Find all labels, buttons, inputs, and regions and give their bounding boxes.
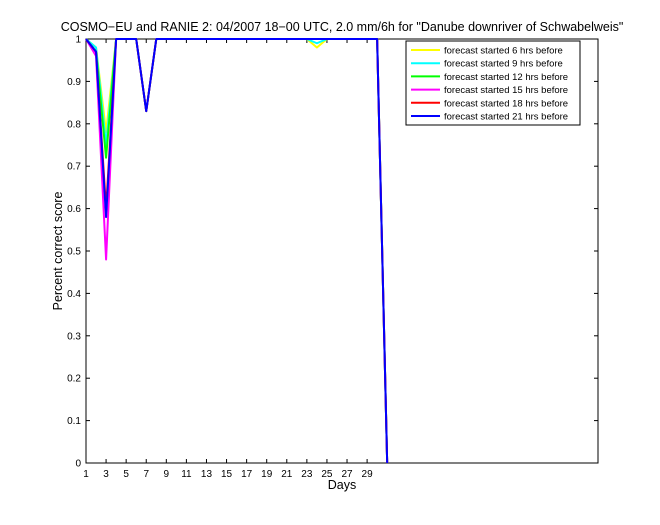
legend-label-6: forecast started 21 hrs before — [444, 112, 568, 123]
legend-label-1: forecast started 6 hrs before — [444, 46, 563, 57]
legend-box — [405, 40, 581, 126]
y-tick-label: 0.1 — [67, 416, 81, 427]
y-tick-label: 0.7 — [67, 162, 81, 173]
legend-label-2: forecast started 9 hrs before — [444, 59, 563, 70]
x-tick-label: 1 — [83, 469, 89, 480]
legend: forecast started 6 hrs before forecast st… — [405, 40, 581, 126]
y-tick-label: 1 — [75, 35, 81, 46]
x-tick-label: 13 — [201, 469, 213, 480]
chart-title: COSMO−EU and RANIE 2: 04/2007 18−00 UTC,… — [61, 20, 624, 34]
y-tick-label: 0.6 — [67, 204, 81, 215]
series-line-6 — [85, 38, 389, 464]
y-tick-label: 0.3 — [67, 331, 81, 342]
axis-ticks: 1 3 5 7 9 11 13 15 17 19 21 23 25 27 2900.10.20.30.40.… — [67, 35, 598, 480]
legend-items: forecast started 6 hrs before forecast st… — [411, 46, 568, 123]
y-tick-label: 0 — [75, 459, 81, 470]
legend-label-3: forecast started 12 hrs before — [444, 72, 568, 83]
x-tick-label: 19 — [261, 469, 273, 480]
x-tick-label: 25 — [321, 469, 333, 480]
x-tick-label: 7 — [143, 469, 149, 480]
x-tick-label: 11 — [181, 469, 192, 480]
y-tick-label: 0.4 — [67, 289, 81, 300]
x-tick-label: 21 — [281, 469, 293, 480]
legend-label-5: forecast started 18 hrs before — [444, 98, 568, 109]
x-tick-label: 5 — [123, 469, 129, 480]
y-tick-label: 0.8 — [67, 119, 81, 130]
x-tick-label: 9 — [164, 469, 170, 480]
legend-label-4: forecast started 15 hrs before — [444, 85, 568, 96]
y-tick-label: 0.5 — [67, 247, 81, 258]
y-tick-label: 0.2 — [67, 374, 81, 385]
x-tick-label: 27 — [341, 469, 353, 480]
x-tick-label: 29 — [362, 469, 374, 480]
x-axis-label: Days — [328, 478, 356, 492]
x-tick-label: 17 — [241, 469, 253, 480]
series-lines — [85, 38, 389, 464]
x-tick-label: 3 — [103, 469, 109, 480]
x-tick-label: 23 — [301, 469, 313, 480]
x-tick-label: 15 — [221, 469, 233, 480]
y-tick-label: 0.9 — [67, 77, 81, 88]
y-axis-label: Percent correct score — [51, 192, 65, 311]
